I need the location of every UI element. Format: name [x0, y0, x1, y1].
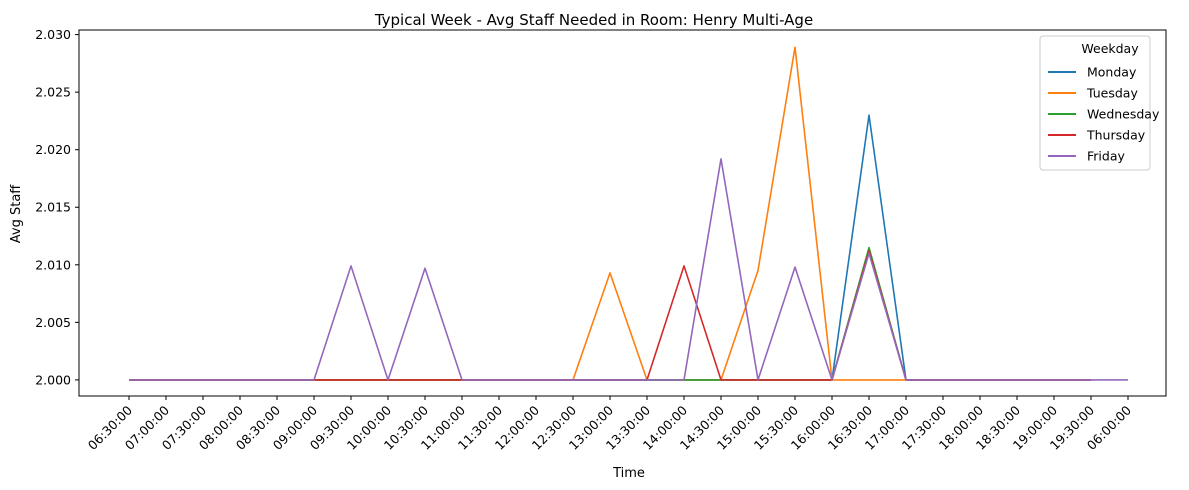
- series-layer: [129, 46, 1128, 381]
- legend-box: [1039, 35, 1151, 171]
- y-tick-label: 2.020: [35, 142, 71, 157]
- plot-area: [78, 29, 1167, 397]
- chart-title: Typical Week - Avg Staff Needed in Room:…: [374, 11, 813, 29]
- legend-items: Monday Tuesday Wednesday Thursday Friday: [1048, 65, 1160, 164]
- series-line-tuesday: [129, 46, 1091, 381]
- y-tick-label: 2.030: [35, 27, 71, 42]
- x-axis-label: Time: [612, 466, 645, 481]
- legend-title: Weekday: [1081, 41, 1139, 56]
- legend-label: Wednesday: [1087, 107, 1160, 122]
- y-axis: 2.000 2.005 2.010 2.015 2.020 2.025 2.030: [35, 27, 79, 387]
- legend: Weekday Monday Tuesday Wednesday Thursday Fr…: [1039, 35, 1160, 171]
- series-line-monday: [129, 114, 1091, 381]
- plot-frame: [78, 29, 1167, 397]
- y-axis-label: Avg Staff: [9, 184, 24, 244]
- series-line-thursday: [129, 250, 1091, 381]
- y-tick-label: 2.005: [35, 315, 71, 330]
- legend-label: Monday: [1087, 65, 1137, 80]
- y-tick-label: 2.025: [35, 85, 71, 100]
- y-tick-label: 2.015: [35, 200, 71, 215]
- y-tick-label: 2.000: [35, 372, 71, 387]
- y-tick-label: 2.010: [35, 257, 71, 272]
- x-axis: 06:30:0007:00:0007:30:0008:00:0008:30:00…: [85, 396, 1134, 453]
- series-line-friday: [129, 158, 1128, 381]
- series-line-wednesday: [129, 246, 1091, 381]
- legend-label: Tuesday: [1086, 86, 1138, 101]
- legend-label: Thursday: [1086, 128, 1146, 143]
- legend-label: Friday: [1087, 149, 1125, 164]
